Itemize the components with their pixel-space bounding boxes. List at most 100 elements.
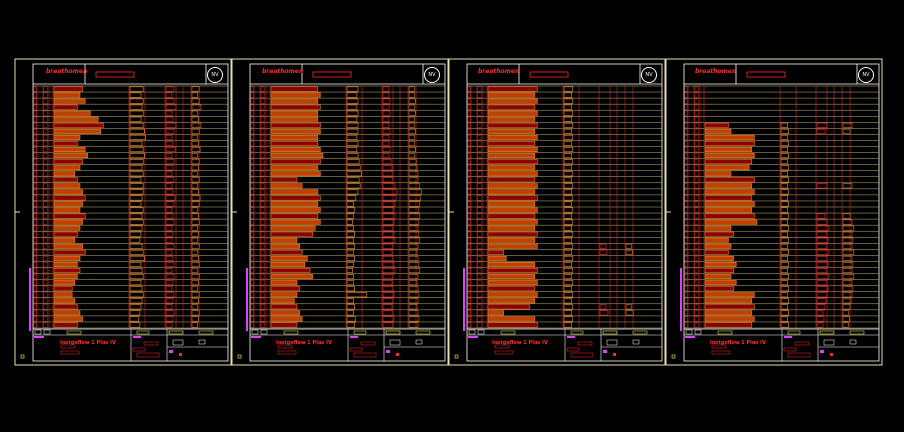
- title-block-cell: [694, 329, 702, 335]
- row-code-cell: [43, 262, 48, 267]
- row-code-cell: [477, 207, 482, 213]
- data-bar-secondary: [563, 183, 574, 189]
- data-bar-tertiary: [165, 267, 173, 274]
- data-bar-quaternary: [842, 231, 853, 237]
- data-bar-secondary: [780, 255, 788, 261]
- data-bar-secondary: [780, 225, 789, 231]
- data-bar-secondary: [129, 310, 141, 316]
- row-id-cell: [684, 268, 688, 273]
- data-bar-tertiary: [599, 304, 607, 310]
- data-bar: [487, 159, 538, 165]
- data-bar-secondary: [563, 231, 574, 237]
- row-id-cell: [467, 128, 471, 134]
- data-bar-tertiary: [382, 201, 396, 207]
- data-bar-quaternary: [842, 322, 849, 328]
- data-bar: [53, 165, 81, 171]
- data-bar-tertiary: [816, 274, 830, 280]
- data-bar: [270, 189, 319, 195]
- data-bar: [487, 195, 538, 201]
- data-bar-tertiary: [382, 159, 392, 165]
- data-bar-quaternary: [191, 183, 198, 189]
- data-bar: [53, 122, 104, 128]
- data-bar: [487, 298, 536, 304]
- data-bar-tertiary: [382, 225, 394, 231]
- data-bar-secondary: [346, 189, 359, 195]
- data-bar-tertiary: [382, 286, 394, 292]
- row-id-cell: [250, 110, 254, 116]
- row-id-cell: [467, 98, 471, 104]
- row-code-cell: [43, 304, 48, 310]
- row-id-cell: [33, 86, 37, 92]
- data-bar-quaternary: [408, 165, 418, 171]
- row-code-cell: [694, 153, 699, 159]
- data-bar: [704, 128, 732, 134]
- row-code-cell: [694, 243, 699, 249]
- data-bar-tertiary: [165, 255, 174, 261]
- sheet-inner-frame: [249, 63, 446, 362]
- data-bar-secondary: [563, 280, 574, 286]
- row-id-cell: [33, 134, 37, 140]
- row-code-cell: [260, 274, 265, 280]
- data-bar-secondary: [780, 292, 788, 298]
- data-bar-quaternary: [408, 310, 419, 316]
- row-id-cell: [467, 134, 471, 140]
- data-bar-secondary: [346, 177, 360, 183]
- data-bar-tertiary: [382, 243, 394, 249]
- row-id-cell: [250, 292, 254, 298]
- seal-icon: NV: [424, 67, 440, 83]
- data-bar: [53, 189, 83, 195]
- row-code-cell: [43, 141, 48, 146]
- data-bar-quaternary: [191, 201, 200, 207]
- row-code-cell: [477, 141, 482, 146]
- data-bar-tertiary: [599, 249, 608, 255]
- row-id-cell: [684, 189, 688, 195]
- data-bar: [487, 153, 536, 159]
- row-id-cell: [33, 207, 37, 213]
- data-bar-tertiary: [382, 310, 394, 316]
- data-bar: [53, 104, 78, 110]
- data-bar-secondary: [780, 231, 788, 237]
- data-bar-tertiary: [165, 110, 173, 116]
- row-id-cell: [467, 237, 471, 243]
- row-id-cell: [684, 219, 688, 225]
- row-id-cell: [250, 249, 254, 255]
- data-bar: [270, 280, 298, 286]
- data-bar-quaternary: [408, 171, 419, 177]
- data-bar-secondary: [346, 286, 355, 292]
- data-bar-tertiary: [816, 237, 829, 243]
- header-title-box: [312, 71, 352, 78]
- data-bar-quaternary: [842, 249, 855, 255]
- data-bar-secondary: [129, 201, 142, 207]
- data-bar-tertiary: [382, 86, 390, 92]
- row-id-cell: [684, 116, 688, 122]
- data-bar: [487, 213, 536, 219]
- data-bar: [53, 262, 78, 267]
- data-bar: [487, 141, 536, 146]
- row-code-cell: [260, 298, 265, 304]
- data-bar-secondary: [563, 274, 572, 280]
- title-block-cell: [494, 350, 514, 355]
- title-block-cell: [819, 330, 835, 335]
- row-code-cell: [694, 195, 699, 201]
- data-bar: [487, 316, 536, 322]
- data-bar: [270, 177, 298, 183]
- data-bar-secondary: [563, 267, 574, 274]
- data-bar: [704, 207, 753, 213]
- data-bar-quaternary: [625, 310, 634, 316]
- data-bar-tertiary: [816, 280, 828, 286]
- data-bar: [704, 141, 755, 146]
- data-bar-secondary: [780, 140, 789, 146]
- data-bar-secondary: [563, 116, 572, 122]
- row-id-cell: [684, 249, 688, 255]
- data-bar-quaternary: [191, 249, 198, 255]
- data-bar-tertiary: [816, 267, 828, 274]
- row-code-cell: [477, 110, 482, 116]
- data-bar-secondary: [346, 116, 358, 122]
- row-code-cell: [260, 207, 265, 213]
- data-bar-secondary: [563, 201, 572, 207]
- title-block-text: Instgeflow 1 Plus IV: [276, 340, 332, 346]
- data-bar-secondary: [129, 171, 144, 177]
- row-code-cell: [260, 195, 265, 201]
- row-id-cell: [33, 237, 37, 243]
- row-id-cell: [467, 256, 471, 261]
